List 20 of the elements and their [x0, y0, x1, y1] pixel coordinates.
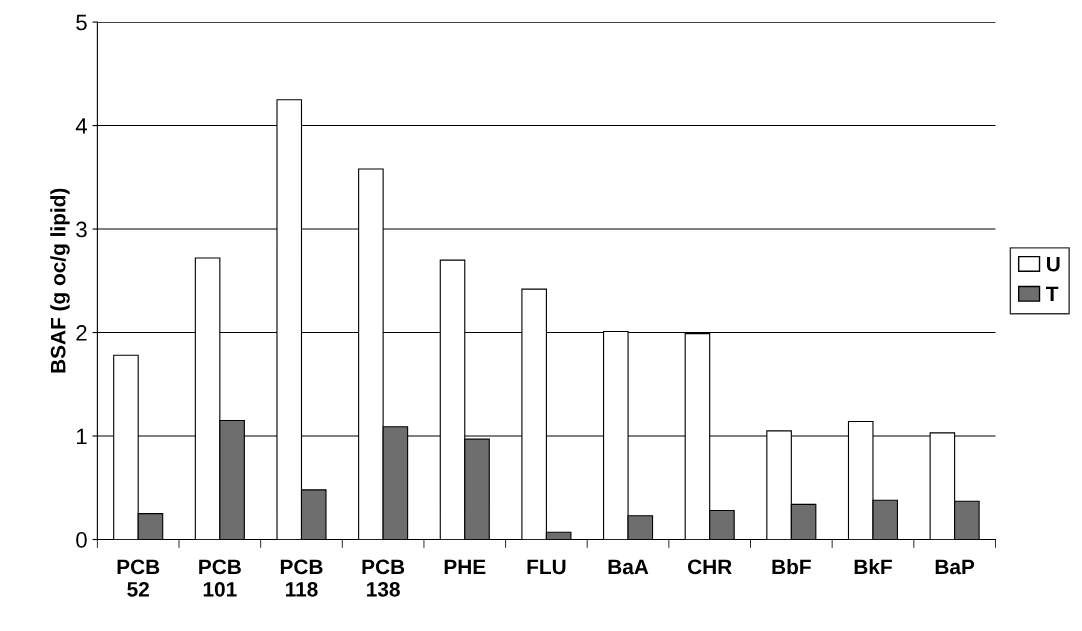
- x-tick-label: PCB 101: [199, 559, 241, 597]
- y-axis-title: BSAF (g oc/g lipid): [50, 188, 70, 373]
- legend-label: U: [1047, 256, 1060, 272]
- x-tick-label: PCB 118: [280, 559, 323, 597]
- x-tick-label: BkF: [854, 558, 892, 575]
- x-tick-label: PCB 52: [117, 559, 160, 597]
- x-tick-label: FLU: [527, 559, 566, 575]
- x-tick-label: BbF: [772, 558, 811, 575]
- y-tick-label: 3: [76, 221, 87, 238]
- y-tick-label: 5: [76, 14, 87, 31]
- y-tick-label: 4: [75, 118, 88, 134]
- x-tick-label: BaA: [608, 559, 649, 575]
- x-tick-label: BaP: [935, 559, 975, 575]
- legend-label: T: [1046, 286, 1059, 302]
- x-tick-label: CHR: [687, 559, 732, 575]
- y-tick-label: 1: [76, 428, 87, 445]
- x-tick-label: PHE: [444, 559, 486, 575]
- y-tick-label: 0: [76, 532, 87, 548]
- x-tick-label: PCB 138: [362, 559, 405, 597]
- y-tick-label: 2: [76, 325, 87, 341]
